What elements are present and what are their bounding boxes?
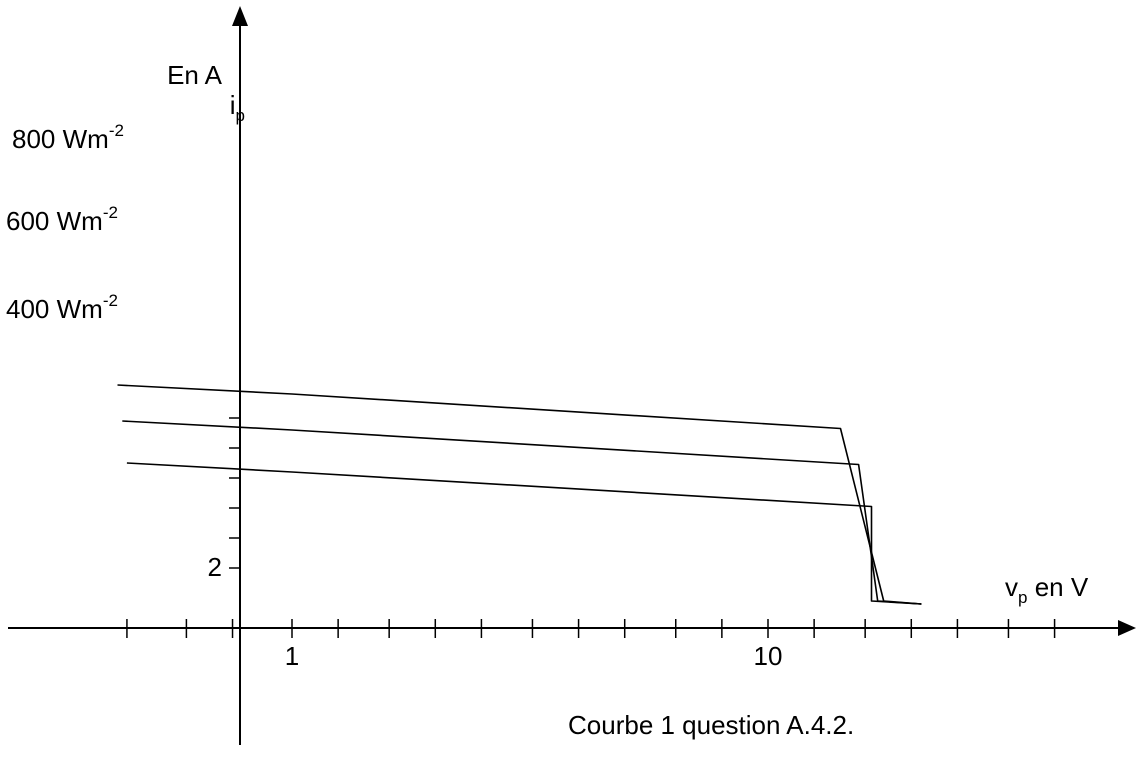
series-label-400: 400 Wm-2: [6, 291, 118, 324]
x-tick-label-1: 1: [285, 641, 299, 671]
series-label-600: 600 Wm-2: [6, 203, 118, 236]
series-line-600: [122, 420, 922, 605]
series-line-400: [126, 462, 922, 605]
axis-ticks: [126, 417, 1056, 638]
x-tick-label-10: 10: [754, 641, 783, 671]
x-axis-label: vp en V: [1005, 572, 1089, 607]
series-lines: [117, 384, 922, 605]
y-axis-unit: En A: [167, 60, 223, 90]
caption: Courbe 1 question A.4.2.: [568, 710, 854, 740]
axes: [8, 6, 1136, 745]
series-label-800: 800 Wm-2: [12, 121, 124, 154]
y-tick-label-2: 2: [208, 552, 222, 582]
x-axis-arrow: [1118, 620, 1136, 636]
y-axis-label: ip: [230, 90, 245, 125]
y-axis-arrow: [232, 6, 248, 26]
